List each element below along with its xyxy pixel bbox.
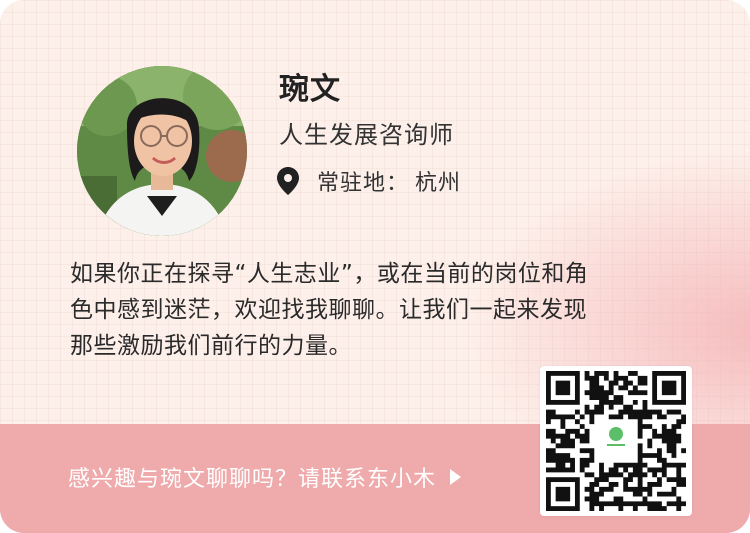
qr-code-image	[546, 371, 686, 511]
description-line: 如果你正在探寻“人生志业”，或在当前的岗位和角	[70, 261, 589, 287]
description-line: 色中感到迷茫，欢迎找我聊聊。让我们一起来发现	[70, 297, 587, 323]
location-city: 杭州	[415, 171, 462, 196]
qr-logo-icon	[604, 421, 628, 451]
location-pin-icon	[277, 167, 299, 195]
qr-code	[540, 366, 692, 516]
avatar-photo	[77, 66, 247, 236]
cta-text: 感兴趣与琬文聊聊吗？请联系东小木	[68, 467, 437, 492]
avatar	[77, 66, 247, 236]
description-line: 那些激励我们前行的力量。	[70, 333, 352, 359]
location-row: 常驻地： 杭州	[277, 166, 461, 196]
play-triangle-icon	[450, 469, 462, 485]
location-label: 常驻地：	[317, 171, 410, 196]
profile-title: 人生发展咨询师	[279, 121, 454, 149]
profile-name: 琬文	[279, 72, 341, 107]
description: 如果你正在探寻“人生志业”，或在当前的岗位和角 色中感到迷茫，欢迎找我聊聊。让我…	[70, 256, 660, 364]
cta-link[interactable]: 感兴趣与琬文聊聊吗？请联系东小木	[68, 461, 462, 493]
